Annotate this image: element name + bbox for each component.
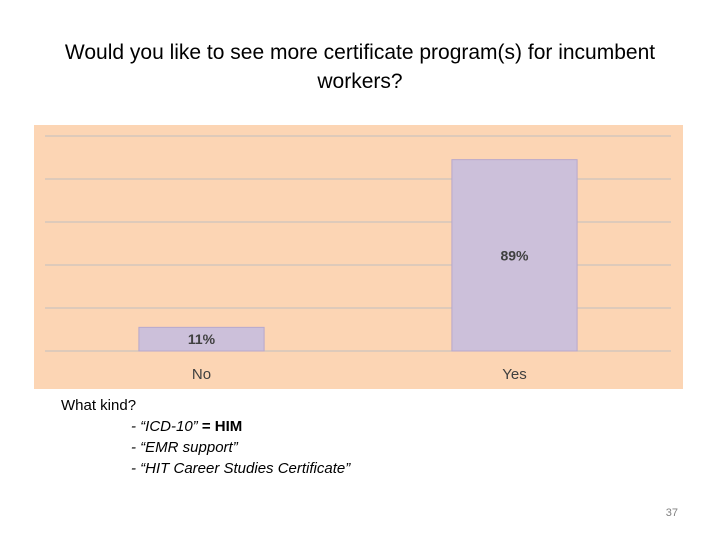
notes-item-prefix: - (131, 439, 141, 456)
slide-number: 37 (665, 507, 678, 519)
notes-item-text: “ICD-10” (140, 418, 198, 435)
data-label: 11% (188, 331, 216, 347)
data-label: 89% (500, 247, 529, 263)
bar-chart: 11% No 89% Yes (34, 125, 683, 389)
notes-item-text: “HIT Career Studies Certificate” (140, 460, 351, 477)
bar-no (138, 326, 265, 352)
notes-item: - “HIT Career Studies Certificate” (61, 458, 350, 479)
notes-item-prefix: - (131, 460, 141, 477)
x-tick-label: Yes (502, 366, 526, 383)
chart-svg: 11% No 89% Yes (34, 125, 683, 389)
x-tick-label: No (192, 366, 211, 383)
notes-item: - “ICD-10” = HIM (61, 416, 350, 437)
bar-yes (451, 159, 578, 352)
notes-item-suffix: = HIM (197, 418, 243, 435)
notes-block: What kind? - “ICD-10” = HIM - “EMR suppo… (61, 395, 350, 479)
notes-item-text: “EMR support” (140, 439, 238, 456)
notes-heading: What kind? (61, 397, 137, 414)
notes-item: - “EMR support” (61, 437, 350, 458)
slide-title: Would you like to see more certificate p… (64, 41, 656, 93)
notes-item-prefix: - (131, 418, 141, 435)
chart-background (34, 125, 683, 389)
